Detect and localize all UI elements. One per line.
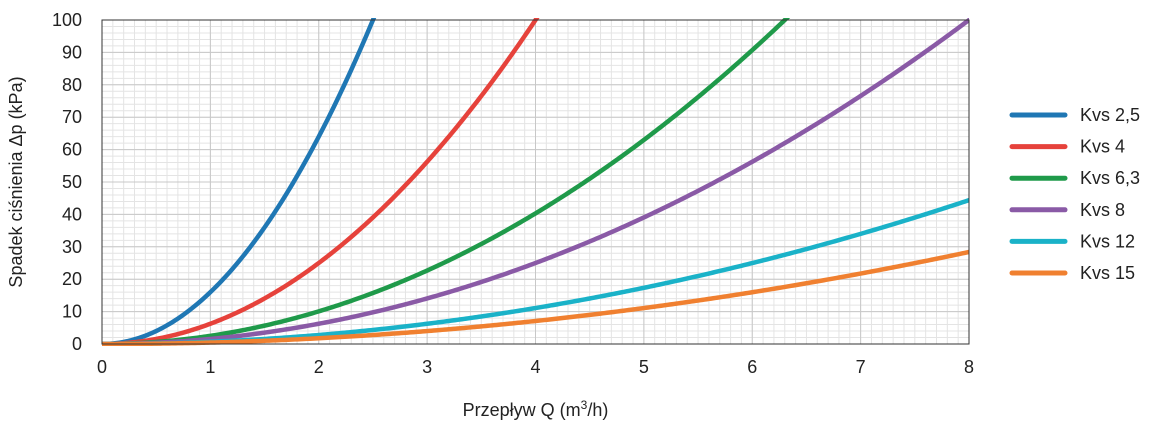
- x-tick-label: 5: [639, 357, 649, 377]
- plot-frame: [101, 19, 970, 345]
- x-tick-label: 8: [964, 357, 974, 377]
- x-tick-label: 2: [314, 357, 324, 377]
- y-tick-label: 100: [52, 10, 82, 30]
- legend-label: Kvs 2,5: [1080, 105, 1140, 125]
- legend-item: Kvs 12: [1009, 231, 1135, 251]
- legend-label: Kvs 15: [1080, 263, 1135, 283]
- y-axis-label: Spadek ciśnienia Δp (kPa): [6, 76, 26, 287]
- legend-label: Kvs 6,3: [1080, 168, 1140, 188]
- x-tick-label: 0: [97, 357, 107, 377]
- x-tick-label: 4: [530, 357, 540, 377]
- y-tick-label: 60: [62, 140, 82, 160]
- x-tick-label: 1: [205, 357, 215, 377]
- legend-item: Kvs 6,3: [1009, 168, 1140, 188]
- x-axis-label: Przepływ Q (m3/h): [463, 398, 609, 420]
- y-tick-label: 40: [62, 204, 82, 224]
- x-tick-label: 7: [856, 357, 866, 377]
- legend-label: Kvs 12: [1080, 231, 1135, 251]
- y-tick-label: 50: [62, 172, 82, 192]
- series-line-3: [102, 18, 969, 346]
- legend-label: Kvs 4: [1080, 137, 1125, 157]
- series-lines: [102, 18, 969, 346]
- series-line-5: [102, 249, 969, 346]
- y-axis-ticks: 0 10 20 30 40 50 60 70 80 90 100: [52, 10, 82, 354]
- legend: Kvs 2,5 Kvs 4 Kvs 6,3 Kvs 8 Kvs 12 Kvs 15: [1009, 105, 1140, 283]
- y-tick-label: 30: [62, 237, 82, 257]
- x-tick-label: 6: [747, 357, 757, 377]
- legend-item: Kvs 15: [1009, 263, 1135, 283]
- y-tick-label: 10: [62, 302, 82, 322]
- x-tick-label: 3: [422, 357, 432, 377]
- series-line-2: [102, 18, 791, 346]
- y-tick-label: 80: [62, 75, 82, 95]
- x-axis-ticks: 0 1 2 3 4 5 6 7 8: [97, 357, 974, 377]
- series-line-0: [102, 18, 377, 346]
- legend-item: Kvs 2,5: [1009, 105, 1140, 125]
- legend-label: Kvs 8: [1080, 200, 1125, 220]
- y-tick-label: 70: [62, 107, 82, 127]
- y-tick-label: 20: [62, 269, 82, 289]
- series-line-1: [102, 18, 540, 346]
- y-tick-label: 90: [62, 42, 82, 62]
- legend-item: Kvs 4: [1009, 137, 1125, 157]
- y-tick-label: 0: [72, 334, 82, 354]
- legend-item: Kvs 8: [1009, 200, 1125, 220]
